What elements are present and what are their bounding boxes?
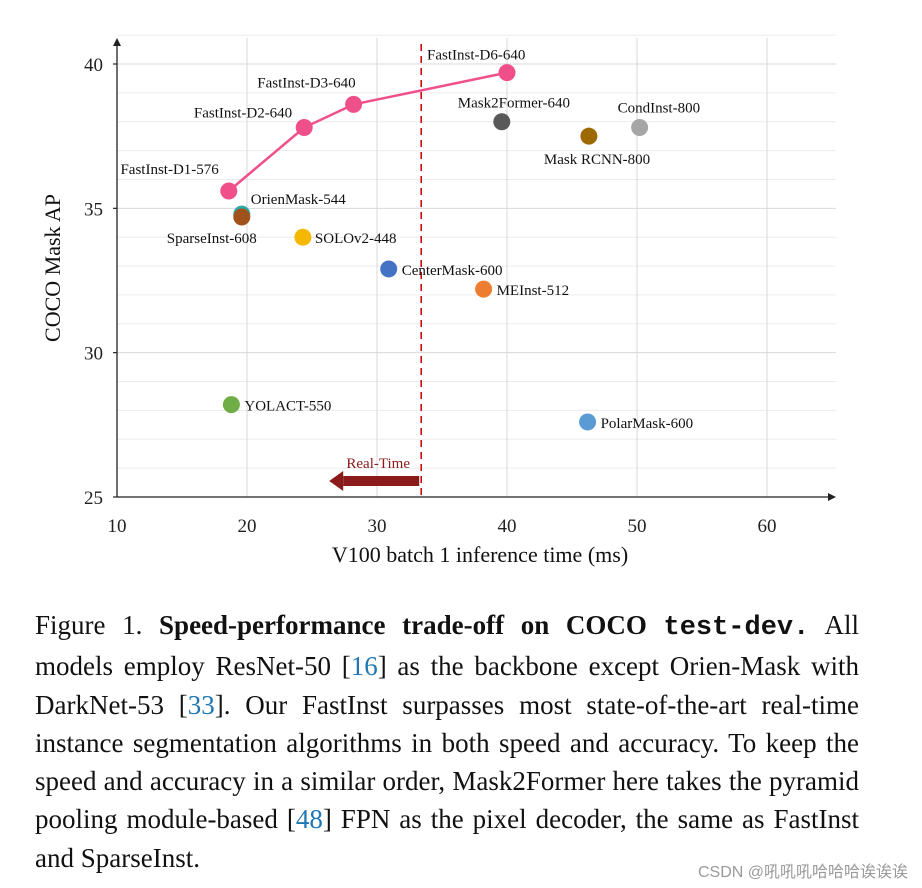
x-tick-label: 60 <box>758 516 777 537</box>
axes <box>113 38 836 501</box>
fastinst-trend-line <box>227 71 508 192</box>
label-fastinst-d2-640: FastInst-D2-640 <box>194 106 292 122</box>
label-condinst-800: CondInst-800 <box>618 101 701 117</box>
x-tick-label: 50 <box>628 516 647 537</box>
annotations: Real-Time <box>329 44 422 497</box>
caption-title: Speed-performance trade-off on COCO <box>159 610 647 640</box>
real-time-label: Real-Time <box>346 456 410 472</box>
label-fastinst-d3-640: FastInst-D3-640 <box>257 75 355 91</box>
label-mask2former-640: Mask2Former-640 <box>458 96 570 112</box>
y-axis-arrowhead <box>113 38 121 46</box>
caption-text-4: ] FPN as the pixel decoder, the same as … <box>35 804 859 873</box>
point-centermask-600 <box>380 260 398 278</box>
y-tick-label: 25 <box>84 488 103 509</box>
point-sparseinst-608 <box>233 208 251 226</box>
point-yolact-550 <box>222 396 240 414</box>
x-tick-label: 20 <box>238 516 257 537</box>
caption-text-1: All models employ ResNet-50 [ <box>35 610 859 682</box>
point-labels: FastInst-D1-576 FastInst-D2-640 FastInst-D… <box>120 48 700 432</box>
y-tick-label: 35 <box>84 199 103 220</box>
point-fastinst-d3-640 <box>345 95 363 113</box>
label-sparseinst-608: SparseInst-608 <box>167 231 257 247</box>
label-solov2-448: SOLOv2-448 <box>315 231 397 247</box>
label-mask-rcnn-800: Mask RCNN-800 <box>544 152 650 168</box>
label-fastinst-d6-640: FastInst-D6-640 <box>427 48 525 64</box>
citation-link-16[interactable]: 16 <box>350 651 378 682</box>
x-axis-arrowhead <box>828 493 836 501</box>
point-condinst-800 <box>631 119 649 137</box>
point-solov2-448 <box>294 228 312 246</box>
tick-labels: 10 20 30 40 50 60 25 30 35 40 <box>84 55 777 537</box>
caption-code: test-dev. <box>663 613 810 643</box>
point-fastinst-d1-576 <box>220 182 238 200</box>
y-tick-label: 30 <box>84 344 103 365</box>
speed-performance-chart: 10 20 30 40 50 60 25 30 35 40 Real-Time FastInst-… <box>40 34 836 567</box>
figure-label: Figure 1. <box>35 610 143 640</box>
watermark: CSDN @吼吼吼哈哈哈诶诶诶 <box>697 864 908 881</box>
y-tick-label: 40 <box>84 55 103 76</box>
label-yolact-550: YOLACT-550 <box>244 399 331 415</box>
point-fastinst-d6-640 <box>498 64 516 82</box>
point-fastinst-d2-640 <box>295 119 313 137</box>
x-tick-label: 30 <box>368 516 387 537</box>
point-mask2former-640 <box>493 113 511 131</box>
y-axis-title: COCO Mask AP <box>40 194 65 342</box>
real-time-arrow-shaft <box>343 476 420 486</box>
label-meinst-512: MEInst-512 <box>497 283 569 299</box>
caption-text-3: ]. Our FastInst surpasses most state-of-… <box>35 689 859 835</box>
label-fastinst-d1-576: FastInst-D1-576 <box>120 162 219 178</box>
label-polarmask-600: PolarMask-600 <box>601 416 694 432</box>
figure-caption: Figure 1. Speed-performance trade-off on… <box>35 606 859 877</box>
caption-text-2: ] as the backbone except Orien-Mask with… <box>35 651 859 720</box>
point-mask-rcnn-800 <box>580 127 598 145</box>
x-tick-label: 10 <box>108 516 127 537</box>
x-axis-title: V100 batch 1 inference time (ms) <box>332 542 628 567</box>
point-polarmask-600 <box>579 413 597 431</box>
gridlines <box>117 34 836 497</box>
citation-link-33[interactable]: 33 <box>187 689 215 720</box>
citation-link-48[interactable]: 48 <box>295 804 323 835</box>
label-orienmask-544: OrienMask-544 <box>251 192 346 208</box>
label-centermask-600: CenterMask-600 <box>402 263 503 279</box>
x-tick-label: 40 <box>498 516 517 537</box>
real-time-arrowhead <box>329 471 344 491</box>
point-meinst-512 <box>475 280 493 298</box>
data-series <box>220 64 649 431</box>
